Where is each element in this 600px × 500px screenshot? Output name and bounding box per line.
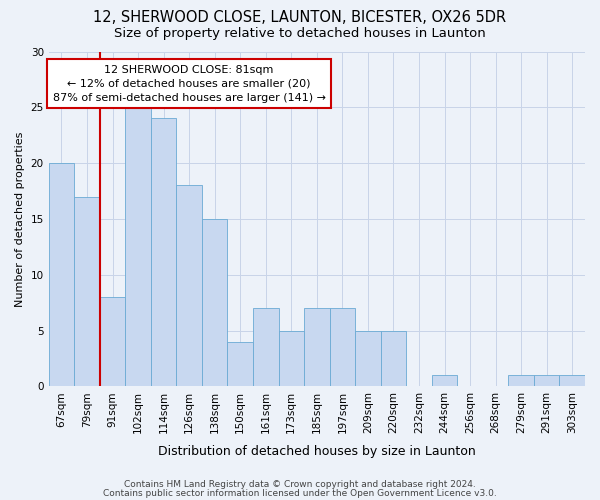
Text: 12 SHERWOOD CLOSE: 81sqm
← 12% of detached houses are smaller (20)
87% of semi-d: 12 SHERWOOD CLOSE: 81sqm ← 12% of detach… (53, 65, 326, 103)
Bar (508, 375, 534, 386)
Text: Contains public sector information licensed under the Open Government Licence v3: Contains public sector information licen… (103, 488, 497, 498)
Bar (329, 308, 355, 386)
Bar (559, 375, 585, 386)
Bar (74, 196, 100, 386)
Bar (227, 342, 253, 386)
Bar (432, 375, 457, 386)
Text: Size of property relative to detached houses in Launton: Size of property relative to detached ho… (114, 28, 486, 40)
Bar (151, 118, 176, 386)
Y-axis label: Number of detached properties: Number of detached properties (15, 132, 25, 306)
Bar (355, 330, 380, 386)
Bar (253, 308, 278, 386)
Bar (125, 108, 151, 386)
Text: 12, SHERWOOD CLOSE, LAUNTON, BICESTER, OX26 5DR: 12, SHERWOOD CLOSE, LAUNTON, BICESTER, O… (94, 10, 506, 25)
Bar (202, 219, 227, 386)
Bar (176, 186, 202, 386)
Bar (534, 375, 559, 386)
Bar (278, 330, 304, 386)
Bar (380, 330, 406, 386)
Bar (100, 297, 125, 386)
X-axis label: Distribution of detached houses by size in Launton: Distribution of detached houses by size … (158, 444, 476, 458)
Text: Contains HM Land Registry data © Crown copyright and database right 2024.: Contains HM Land Registry data © Crown c… (124, 480, 476, 489)
Bar (49, 163, 74, 386)
Bar (304, 308, 329, 386)
